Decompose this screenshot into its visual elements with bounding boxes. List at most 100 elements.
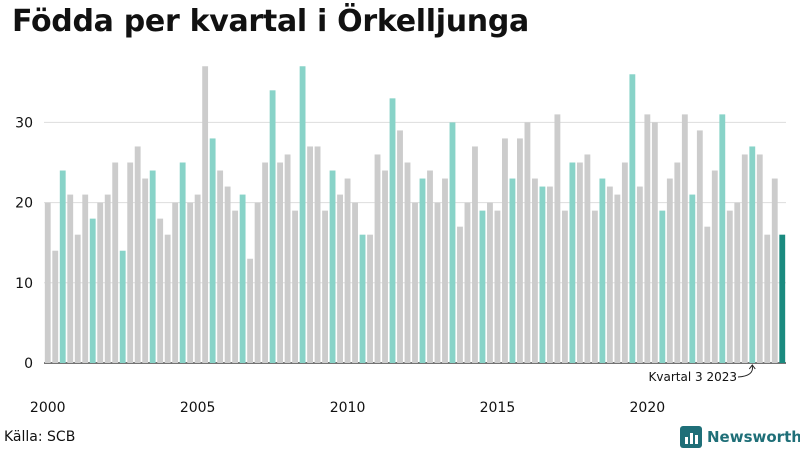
bar [269,90,276,363]
bar [232,210,239,363]
bar [52,250,59,363]
bar [404,162,411,363]
bar [434,202,441,363]
bar [472,146,478,363]
bar [157,218,164,363]
y-axis-ticks: 0 10 20 30 [15,115,33,372]
bar [457,226,463,363]
bar [344,178,351,363]
bar [561,210,568,363]
bar [119,250,126,363]
annotation: Kvartal 3 2023 [649,364,756,384]
bar [59,170,66,363]
bar [97,202,104,363]
bar [756,154,763,363]
x-axis-ticks: 2000 2005 2010 2015 2020 [30,400,665,416]
bar [771,178,778,363]
bar [314,146,321,363]
bar [696,130,703,363]
bar [666,178,673,363]
bar [172,202,179,363]
bar [659,210,666,363]
bar [412,202,418,363]
y-tick-label: 0 [24,356,33,372]
bar [711,170,718,363]
bar [651,122,658,364]
bar [674,162,681,363]
bar [224,186,231,363]
bar [292,210,299,363]
bar [532,178,538,363]
bar [442,178,448,363]
bar [741,154,748,363]
bar [502,138,508,363]
bar [539,186,546,363]
bar [726,210,733,363]
bar [636,186,643,363]
bar [239,194,246,363]
x-tick-label: 2010 [330,400,366,416]
bar [329,170,336,363]
bar [546,186,553,363]
bar [67,194,74,363]
x-tick-label: 2000 [30,400,66,416]
bar [142,178,149,363]
bar [569,162,576,363]
bar [359,234,366,363]
x-tick-label: 2015 [480,400,516,416]
bar [89,218,96,363]
bar [262,162,269,363]
bar [112,162,119,363]
bar [82,194,89,363]
bar [464,202,471,363]
bar [614,194,621,363]
bar [44,202,51,363]
bar [449,122,456,364]
bar [299,66,306,363]
bar [779,234,786,363]
bar [427,170,433,363]
bar [749,146,756,363]
annotation-arrow [737,365,753,378]
bar [629,74,636,363]
brand-name: Newsworthy [707,428,800,446]
bar [719,114,726,363]
bar [704,226,711,363]
bar [576,162,583,363]
y-tick-label: 30 [15,115,33,131]
bar [419,178,426,363]
bar [487,202,493,363]
bar [389,98,396,363]
bar [104,194,111,363]
bar [179,162,186,363]
bar [734,202,741,363]
bar [382,170,388,363]
bar [187,202,194,363]
bar [134,146,141,363]
bar [764,234,771,363]
source-note: Källa: SCB [4,429,76,445]
bar [74,234,81,363]
bar [367,234,373,363]
bar [606,186,613,363]
annotation-arrowhead [748,364,756,370]
bar [164,234,171,363]
bar [479,210,486,363]
bar [209,138,216,363]
bar [202,66,209,363]
annotation-label: Kvartal 3 2023 [649,370,737,384]
brand-logo: Newsworthy [680,426,800,448]
bar [644,114,651,363]
bar [322,210,328,363]
bar [621,162,628,363]
bar [307,146,313,363]
bar [277,162,284,363]
bar [494,210,501,363]
newsworthy-logo-icon [680,426,702,448]
y-tick-label: 10 [15,276,33,292]
chart-title: Födda per kvartal i Örkelljunga [12,4,529,39]
bar [599,178,606,363]
bar [681,114,688,363]
bar [194,194,201,363]
